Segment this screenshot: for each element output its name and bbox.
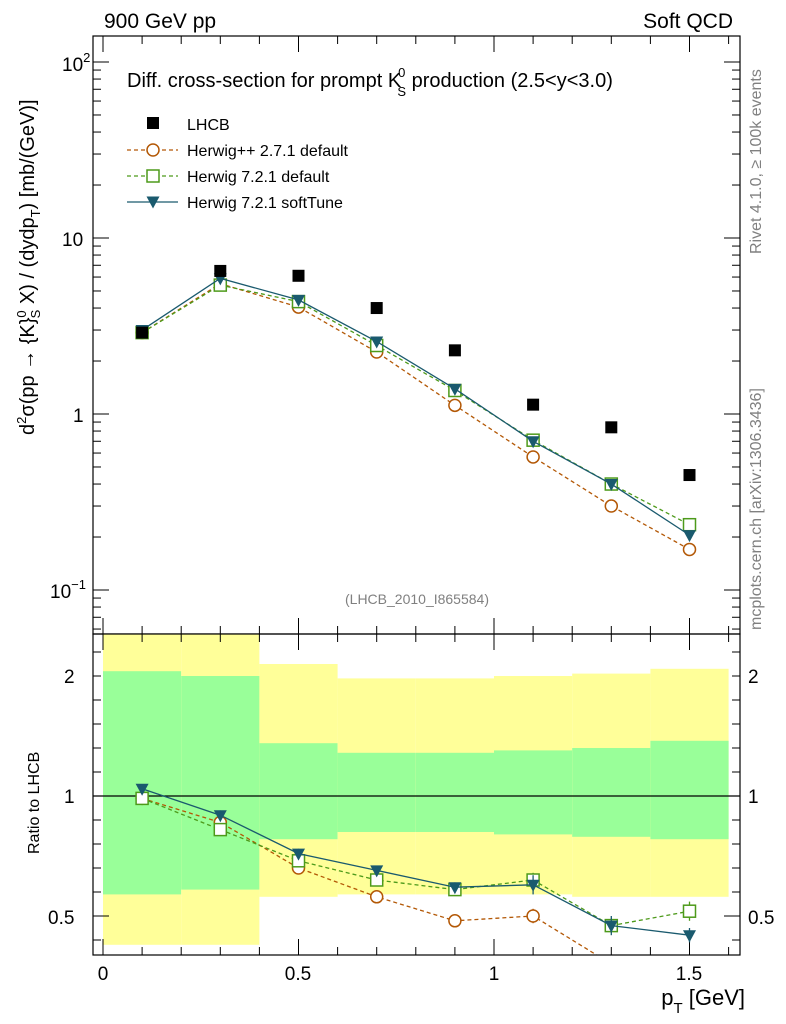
legend-label-lhcb: LHCB: [187, 117, 230, 134]
legend-marker-herwig7-softtune: [146, 196, 160, 209]
legend-label-herwigpp: Herwig++ 2.7.1 default: [187, 143, 349, 160]
ratio-y-tick-label-right-0.5: 0.5: [748, 908, 774, 929]
ratio-point-2-6: [604, 920, 618, 933]
ratio-point-2-1: [213, 810, 227, 823]
main-point-2-7: [682, 517, 697, 532]
x-axis-label: pT [GeV]: [661, 985, 745, 1017]
main-y-axis-label: d2σ(pp → {K}0S X) / (dydpT) [mb/(GeV)]: [14, 99, 43, 435]
main-point-1-6: [604, 499, 619, 513]
ratio-y-tick-label-2: 2: [64, 667, 75, 688]
ratio-point-2-4: [448, 882, 462, 895]
ratio-band-inner: [650, 740, 729, 840]
ratio-point-2-2: [292, 848, 305, 861]
analysis-watermark: (LHCB_2010_I865584): [345, 591, 489, 607]
ratio-point-0-3: [369, 890, 384, 904]
ratio-point-1-1: [213, 822, 228, 837]
ratio-plot-ticks: [93, 634, 740, 955]
legend-marker-herwigpp: [146, 143, 160, 157]
ratio-point-2-5: [526, 879, 540, 892]
ratio-point-2-7: [683, 930, 696, 943]
main-point-3-3: [370, 336, 384, 349]
main-point-3-4: [448, 383, 462, 396]
y-tick-label-0.1: 10−1: [50, 577, 86, 603]
ratio-band-inner: [259, 743, 338, 840]
ratio-point-0-5: [526, 909, 540, 923]
legend: LHCB Herwig++ 2.7.1 default Herwig 7.2.1…: [127, 117, 349, 212]
main-point-1-5: [526, 450, 540, 464]
main-point-0-6: [605, 421, 618, 434]
ratio-series-line-2: [141, 788, 690, 936]
main-point-0-5: [527, 398, 540, 411]
rivet-label: Rivet 4.1.0, ≥ 100k events: [748, 69, 765, 254]
ratio-y-tick-label-right-1: 1: [748, 787, 759, 808]
main-point-3-7: [683, 530, 696, 543]
ratio-y-tick-labels: 2 1 0.5 2 1 0.5: [48, 667, 774, 929]
x-tick-label-1.5: 1.5: [676, 964, 702, 985]
main-point-1-4: [448, 398, 462, 413]
ratio-y-tick-label-right-2: 2: [748, 667, 759, 688]
header-right: Soft QCD: [643, 10, 733, 33]
ratio-band-inner: [103, 671, 182, 895]
ratio-plot-frame: [92, 633, 741, 956]
main-point-0-7: [683, 469, 696, 482]
mcplots-label: mcplots.cern.ch [arXiv:1306.3436]: [748, 388, 765, 630]
main-point-3-2: [292, 294, 305, 307]
ratio-y-tick-label-0.5: 0.5: [48, 908, 74, 929]
main-y-tick-labels: 102 10 1 10−1: [50, 50, 90, 603]
ratio-band-inner: [572, 748, 651, 837]
main-plot-series: [135, 264, 697, 557]
legend-label-herwig7-default: Herwig 7.2.1 default: [187, 169, 330, 186]
main-plot-ticks: [93, 36, 740, 634]
x-tick-labels: 0 0.5 1 1.5: [98, 964, 703, 985]
chart-title: Diff. cross-section for prompt K0 S produ…: [127, 65, 613, 99]
main-point-0-2: [292, 269, 305, 282]
y-tick-label-100: 102: [62, 50, 90, 76]
header-left: 900 GeV pp: [104, 10, 216, 33]
legend-label-herwig7-softtune: Herwig 7.2.1 softTune: [187, 195, 343, 212]
y-tick-label-1: 1: [73, 406, 84, 427]
ratio-series-line-0: [141, 797, 598, 955]
main-point-0-3: [370, 302, 383, 315]
legend-marker-herwig7-default: [146, 169, 160, 183]
ratio-band-inner: [415, 752, 494, 832]
main-series-line-1: [141, 282, 690, 551]
main-point-3-6: [604, 479, 618, 492]
ratio-uncertainty-bands: [103, 634, 729, 945]
x-tick-label-1: 1: [489, 964, 500, 985]
ratio-y-axis-label: Ratio to LHCB: [26, 752, 43, 854]
main-point-0-4: [448, 344, 461, 357]
ratio-point-1-7: [682, 904, 697, 918]
main-point-3-5: [526, 436, 540, 449]
ratio-point-2-0: [135, 783, 149, 796]
ratio-point-0-6: [605, 958, 617, 970]
legend-marker-lhcb: [147, 117, 159, 129]
main-point-0-1: [214, 264, 227, 277]
ratio-point-2-3: [370, 865, 384, 878]
x-tick-label-0: 0: [98, 964, 109, 985]
ratio-plot-series: [135, 783, 697, 970]
ratio-band-inner: [181, 676, 260, 890]
ratio-band-inner: [337, 752, 416, 832]
main-point-0-0: [136, 326, 149, 339]
y-tick-label-10: 10: [62, 230, 83, 251]
main-point-1-7: [682, 542, 697, 557]
ratio-point-0-4: [448, 914, 462, 928]
ratio-y-tick-label-1: 1: [64, 787, 75, 808]
x-tick-label-0.5: 0.5: [285, 964, 311, 985]
main-series-line-3: [141, 277, 690, 536]
ratio-band-inner: [494, 750, 573, 835]
ratio-series-line-1: [141, 797, 690, 927]
